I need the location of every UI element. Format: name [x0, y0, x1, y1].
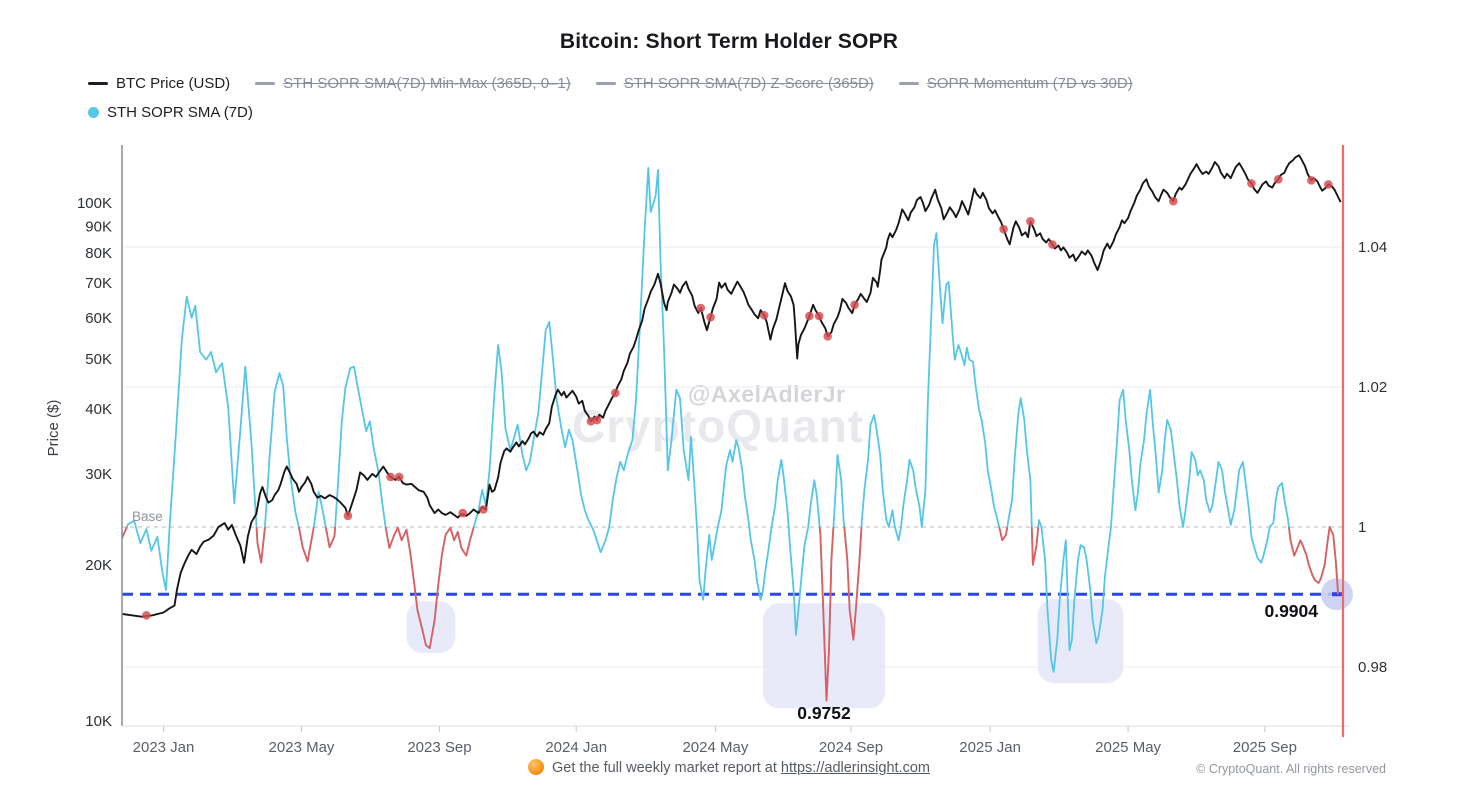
min-value-label: 0.9752 [797, 703, 851, 723]
signal-dot [814, 311, 824, 321]
signal-dot [458, 508, 468, 518]
signal-dot [1247, 179, 1256, 188]
legend-row-2: STH SOPR SMA (7D) [88, 104, 253, 121]
signal-dot [394, 472, 404, 482]
x-tick-label: 2025 Sep [1233, 739, 1297, 756]
x-tick-label: 2023 Jan [133, 739, 195, 756]
signal-dot [1169, 196, 1178, 206]
signal-dot [696, 303, 706, 313]
line-swatch-icon [255, 82, 276, 85]
y-left-tick-label: 50K [85, 351, 112, 368]
y-left-tick-label: 100K [77, 195, 112, 212]
sopr-line-below-base [818, 526, 835, 702]
sopr-line-below-base [384, 526, 475, 649]
sopr-line-below-base [324, 526, 336, 549]
signal-dot [1324, 180, 1333, 189]
legend-item-sopr-momentum[interactable]: SOPR Momentum (7D vs 30D) [898, 75, 1133, 92]
left-axis-title: Price ($) [45, 399, 62, 457]
signal-dot [1026, 217, 1035, 226]
y-right-tick-label: 1 [1358, 519, 1366, 536]
legend-item-label: BTC Price (USD) [116, 75, 231, 92]
page-title: Bitcoin: Short Term Holder SOPR [559, 30, 899, 53]
signal-dot [805, 311, 814, 321]
btc-price-line [121, 154, 1342, 618]
signal-dot [611, 388, 620, 398]
legend-item-sopr-sma[interactable]: STH SOPR SMA (7D) [88, 104, 253, 121]
copyright-text: © CryptoQuant. All rights reserved [1196, 762, 1386, 776]
sopr-line-below-base [998, 526, 1009, 542]
y-right-tick-label: 1.04 [1358, 239, 1387, 256]
signal-dot [759, 311, 769, 320]
y-left-tick-label: 40K [85, 401, 112, 418]
dot-swatch-icon [88, 107, 99, 118]
x-tick-label: 2025 Jan [959, 739, 1021, 756]
signal-dot [142, 611, 151, 620]
end-marker-dash [1331, 592, 1342, 597]
signal-dot [999, 224, 1008, 234]
signal-dot [592, 415, 602, 425]
sopr-line-below-base [121, 526, 128, 539]
line-swatch-icon [595, 82, 616, 85]
line-swatch-icon [898, 82, 919, 85]
legend-row-1: BTC Price (USD) STH SOPR SMA(7D) Min-Max… [88, 75, 1133, 92]
y-right-tick-label: 0.98 [1358, 659, 1387, 676]
x-tick-label: 2024 Sep [819, 739, 883, 756]
legend-item-sopr-minmax[interactable]: STH SOPR SMA(7D) Min-Max (365D, 0–1) [255, 75, 571, 92]
watermark-author-handle: @AxelAdlerJr [688, 381, 846, 407]
sopr-line-below-base [1030, 526, 1040, 566]
x-tick-label: 2024 Jan [545, 739, 607, 756]
signal-dot [1274, 175, 1283, 184]
signal-dot [1048, 240, 1057, 249]
y-right-tick-label: 1.02 [1358, 379, 1387, 396]
y-left-tick-label: 20K [85, 557, 112, 574]
x-tick-label: 2025 May [1095, 739, 1161, 756]
x-tick-label: 2024 May [682, 739, 748, 756]
sopr-line-below-base [843, 526, 863, 641]
y-left-tick-label: 10K [85, 713, 112, 730]
signal-dot [343, 511, 353, 521]
signal-dot [479, 505, 488, 514]
sopr-line [121, 167, 1339, 702]
legend-item-sopr-zscore[interactable]: STH SOPR SMA(7D) Z-Score (365D) [595, 75, 874, 92]
x-tick-label: 2023 Sep [407, 739, 471, 756]
sopr-line-below-base [1288, 526, 1339, 595]
signal-dot [823, 332, 832, 341]
x-tick-label: 2023 May [269, 739, 335, 756]
legend-item-label: STH SOPR SMA(7D) Z-Score (365D) [623, 75, 874, 92]
watermark-brand: CryptoQuant [572, 400, 865, 452]
sopr-line-below-base [255, 526, 266, 564]
signal-dot [706, 312, 715, 322]
sopr-line-below-base [298, 526, 315, 563]
legend-item-btc-price[interactable]: BTC Price (USD) [88, 75, 230, 92]
legend-item-label: STH SOPR SMA(7D) Min-Max (365D, 0–1) [283, 75, 571, 92]
signal-dot [386, 472, 395, 482]
line-swatch-icon [88, 82, 108, 85]
report-link[interactable]: https://adlerinsight.com [780, 760, 930, 776]
signal-dot [1307, 176, 1316, 185]
y-left-tick-label: 80K [85, 245, 112, 262]
orange-circle-icon [528, 759, 544, 775]
footer-report-banner: Get the full weekly market report at htt… [0, 759, 1458, 776]
y-left-tick-label: 90K [85, 219, 112, 236]
legend-item-label: SOPR Momentum (7D vs 30D) [926, 75, 1133, 92]
y-left-tick-label: 70K [85, 275, 112, 292]
y-left-tick-label: 60K [85, 310, 112, 327]
base-line-label: Base [132, 509, 163, 524]
y-left-tick-label: 30K [85, 466, 112, 483]
threshold-value-label: 0.9904 [1264, 601, 1318, 621]
footer-text: Get the full weekly market report at [552, 760, 777, 776]
legend-item-label: STH SOPR SMA (7D) [107, 104, 253, 121]
signal-dot [850, 300, 859, 310]
